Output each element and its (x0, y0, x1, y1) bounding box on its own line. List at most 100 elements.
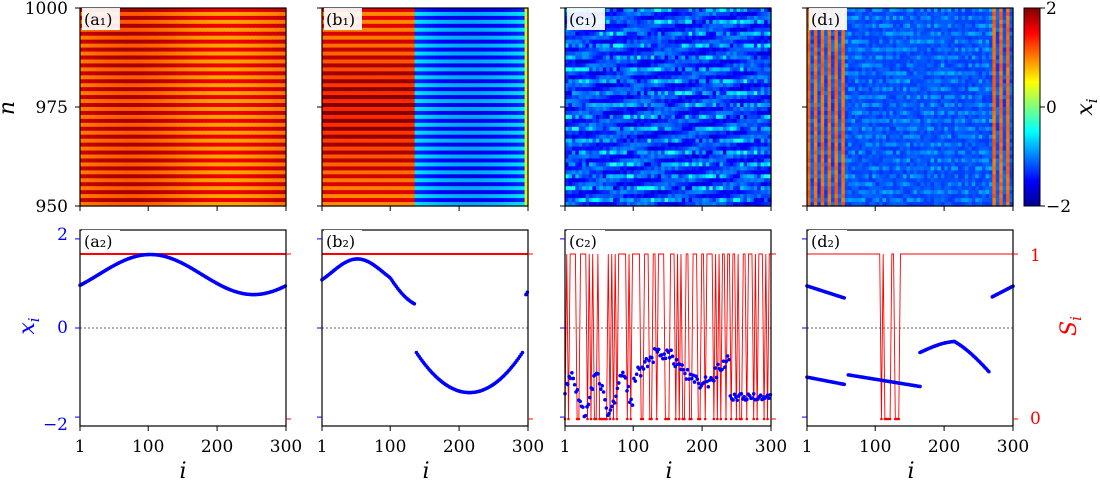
heatmap-cell (486, 31, 491, 37)
heatmap-cell (279, 110, 284, 116)
heatmap-cell (455, 110, 460, 116)
heatmap-cell (183, 150, 188, 156)
heatmap-cell (141, 27, 146, 33)
heatmap-cell (394, 35, 399, 41)
heatmap-cell (373, 99, 378, 104)
heatmap-cell (469, 47, 474, 53)
heatmap-cell (442, 130, 447, 136)
heatmap-cell (490, 87, 495, 92)
heatmap-cell (176, 43, 181, 49)
heatmap-cell (366, 79, 371, 84)
heatmap-cell (383, 75, 388, 80)
heatmap-cell (421, 79, 426, 84)
heatmap-cell (86, 43, 91, 49)
heatmap-cell (380, 103, 385, 108)
heatmap-cell (425, 75, 430, 80)
heatmap-cell (124, 103, 129, 108)
heatmap-cell (138, 23, 143, 29)
heatmap-cell (452, 31, 457, 37)
heatmap-cell (514, 99, 519, 104)
heatmap-cell (452, 103, 457, 108)
heatmap-cell (172, 47, 177, 53)
heatmap-cell (394, 91, 399, 96)
heatmap-cell (268, 126, 273, 132)
heatmap-cell (497, 107, 502, 112)
heatmap-cell (80, 130, 85, 136)
heatmap-cell (148, 103, 153, 108)
heatmap-cell (158, 99, 163, 104)
heatmap-cell (183, 31, 188, 37)
heatmap-cell (134, 198, 139, 203)
heatmap-cell (138, 51, 143, 57)
heatmap-cell (189, 162, 194, 167)
heatmap-cell (83, 71, 88, 76)
heatmap-cell (251, 142, 256, 148)
heatmap-cell (210, 83, 215, 88)
heatmap-cell (186, 51, 191, 57)
heatmap-cell (493, 99, 498, 104)
heatmap-cell (183, 118, 188, 124)
heatmap-cell (418, 71, 423, 76)
heatmap-cell (124, 71, 129, 76)
heatmap-cell (352, 47, 357, 53)
heatmap-cell (145, 134, 150, 140)
heatmap-cell (394, 114, 399, 120)
heatmap-cell (117, 35, 122, 41)
heatmap-cell (425, 122, 430, 128)
heatmap-cell (107, 182, 112, 187)
heatmap-cell (510, 103, 515, 108)
heatmap-cell (227, 55, 232, 61)
heatmap-cell (90, 118, 95, 124)
heatmap-cell (466, 19, 471, 25)
heatmap-cell (390, 67, 395, 72)
heatmap-cell (473, 67, 478, 72)
heatmap-cell (189, 99, 194, 104)
heatmap-cell (186, 110, 191, 116)
heatmap-cell (241, 182, 246, 187)
heatmap-cell (97, 67, 102, 72)
heatmap-cell (104, 122, 109, 128)
heatmap-cell (473, 134, 478, 140)
heatmap-cell (507, 75, 512, 80)
heatmap-cell (220, 79, 225, 84)
heatmap-cell (282, 59, 287, 65)
heatmap-cell (138, 138, 143, 144)
heatmap-cell (93, 51, 98, 57)
heatmap-cell (322, 27, 327, 33)
heatmap-cell (387, 15, 392, 21)
heatmap-cell (224, 178, 229, 183)
heatmap-cell (241, 15, 246, 21)
heatmap-cell (425, 19, 430, 25)
heatmap-cell (332, 63, 337, 68)
heatmap-cell (162, 174, 167, 179)
heatmap-cell (213, 194, 218, 199)
heatmap-cell (418, 118, 423, 124)
heatmap-cell (244, 43, 249, 49)
heatmap-cell (373, 55, 378, 61)
heatmap-cell (100, 55, 105, 61)
heatmap-cell (210, 51, 215, 57)
heatmap-cell (507, 67, 512, 72)
heatmap-cell (244, 158, 249, 164)
heatmap-cell (189, 190, 194, 195)
heatmap-cell (455, 103, 460, 108)
heatmap-cell (176, 186, 181, 191)
heatmap-cell (251, 186, 256, 191)
heatmap-cell (158, 110, 163, 116)
heatmap-cell (438, 118, 443, 124)
heatmap-cell (162, 79, 167, 84)
heatmap-cell (248, 126, 253, 132)
heatmap-cell (279, 150, 284, 156)
heatmap-cell (261, 55, 266, 61)
heatmap-cell (493, 114, 498, 120)
heatmap-cell (97, 39, 102, 45)
heatmap-cell (162, 39, 167, 45)
heatmap-cell (200, 87, 205, 92)
heatmap-cell (141, 43, 146, 49)
heatmap-cell (107, 186, 112, 191)
heatmap-cell (237, 142, 242, 148)
heatmap-cell (121, 15, 126, 21)
heatmap-cell (459, 95, 464, 100)
heatmap-cell (282, 75, 287, 80)
heatmap-cell (107, 91, 112, 96)
